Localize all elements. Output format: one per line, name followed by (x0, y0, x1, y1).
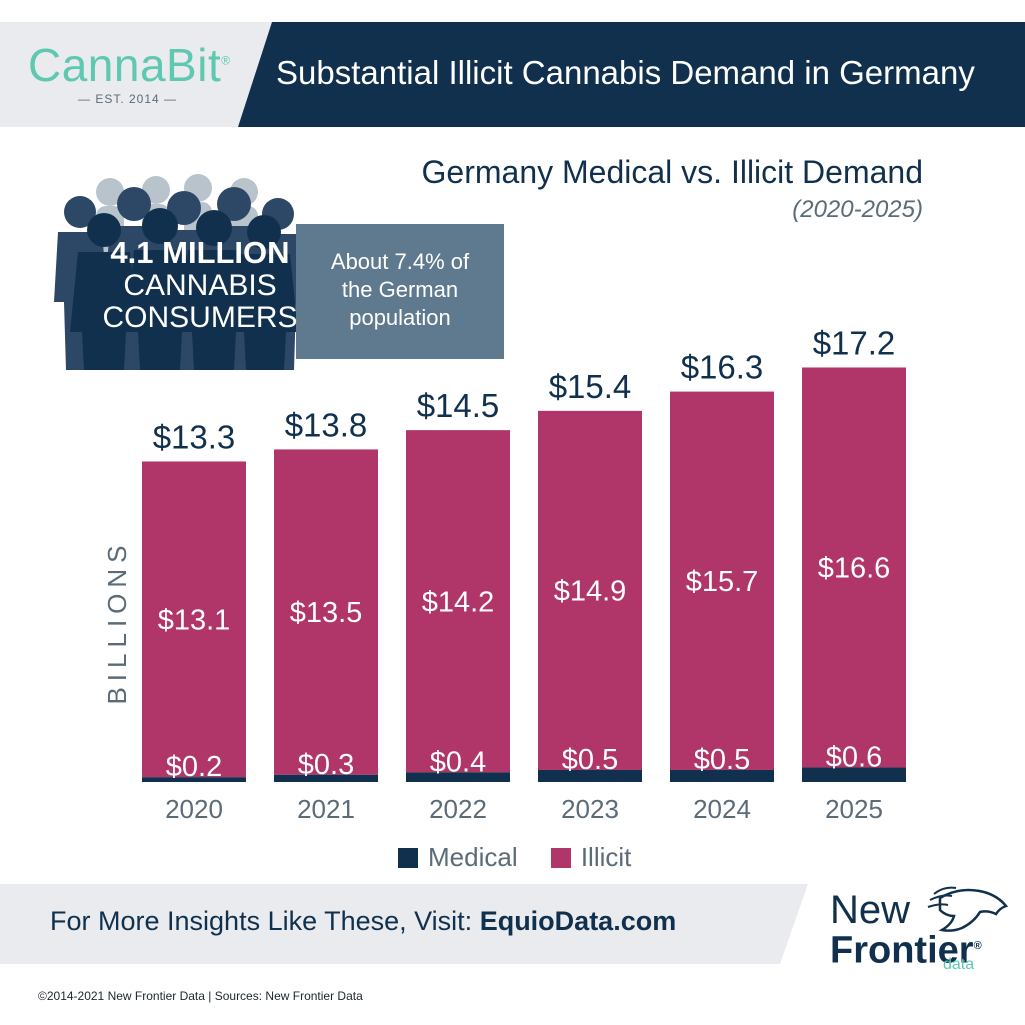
nf-logo-data: data (943, 956, 975, 973)
value-label-illicit-2021: $13.5 (290, 597, 363, 629)
bar-illicit-2025 (802, 367, 906, 768)
value-label-medical-2025: $0.6 (826, 742, 882, 774)
footer-cta: For More Insights Like These, Visit: Equ… (50, 906, 677, 936)
value-label-medical-2023: $0.5 (562, 744, 618, 776)
total-label-2024: $16.3 (681, 349, 764, 386)
total-label-2022: $14.5 (417, 387, 500, 424)
legend-item-medical: Medical (398, 842, 525, 872)
value-label-illicit-2023: $14.9 (554, 575, 627, 607)
consumer-stat: 4.1 MILLION CANNABIS CONSUMERS (70, 236, 330, 334)
bar-medical-2023 (538, 769, 642, 782)
value-label-illicit-2024: $15.7 (686, 566, 759, 598)
x-tick-2021: 2021 (297, 794, 355, 824)
x-tick-2024: 2024 (693, 794, 751, 824)
total-label-2021: $13.8 (285, 406, 368, 443)
total-label-2025: $17.2 (813, 324, 896, 361)
consumer-count: 4.1 MILLION (110, 235, 290, 270)
nf-logo-frontier: Frontier® (830, 929, 982, 972)
value-label-medical-2022: $0.4 (430, 746, 486, 778)
nf-logo-new: New (830, 888, 911, 932)
bar-medical-2020 (142, 777, 246, 782)
chart-title: Germany Medical vs. Illicit Demand (421, 154, 923, 190)
value-label-medical-2024: $0.5 (694, 744, 750, 776)
bar-illicit-2022 (406, 430, 510, 773)
value-label-illicit-2020: $13.1 (158, 604, 231, 636)
legend: Medical Illicit (398, 842, 657, 873)
logo-est: — EST. 2014 — (78, 92, 178, 106)
bar-medical-2024 (670, 769, 774, 782)
bar-illicit-2023 (538, 410, 642, 770)
horse-icon (927, 886, 1009, 932)
x-tick-2022: 2022 (429, 794, 487, 824)
bar-illicit-2024 (670, 391, 774, 770)
value-label-illicit-2025: $16.6 (818, 553, 891, 585)
legend-item-illicit: Illicit (550, 842, 631, 872)
total-label-2020: $13.3 (153, 418, 236, 455)
legend-swatch-illicit (550, 848, 571, 868)
header-title-band (238, 22, 1025, 127)
bar-medical-2021 (274, 774, 378, 782)
bar-medical-2022 (406, 772, 510, 782)
bar-illicit-2020 (142, 461, 246, 778)
consumer-line2: CONSUMERS (102, 301, 298, 334)
footer-band (0, 884, 808, 964)
bar-illicit-2021 (274, 449, 378, 775)
x-tick-2025: 2025 (825, 794, 883, 824)
total-label-2023: $15.4 (549, 368, 632, 405)
page-title: Substantial Illicit Cannabis Demand in G… (276, 54, 975, 91)
value-label-medical-2021: $0.3 (298, 749, 354, 781)
y-axis-label: BILLIONS (102, 539, 132, 704)
consumer-line1: CANNABIS (123, 269, 277, 302)
equiodata-link[interactable]: EquioData.com (479, 906, 677, 936)
chart-subtitle: (2020-2025) (792, 196, 923, 223)
value-label-medical-2020: $0.2 (166, 751, 222, 783)
x-tick-2020: 2020 (165, 794, 223, 824)
people-silhouette-icon (54, 174, 306, 370)
legend-swatch-medical (398, 848, 418, 868)
bars-group: $13.1 $0.2 $13.3 2020 $13.5 $0.3 $13.8 2021 $14.… (142, 324, 906, 824)
stat-note-box (296, 224, 504, 359)
x-tick-2023: 2023 (561, 794, 619, 824)
stacked-bar-chart: BILLIONS $13.1$0.2$13.32020$13.5$0.3$13.… (102, 324, 906, 824)
bar-medical-2025 (802, 767, 906, 782)
stat-note: About 7.4% of the German population (330, 249, 470, 330)
cannabit-logo: CannaBit® (28, 39, 231, 91)
value-label-illicit-2022: $14.2 (422, 586, 495, 618)
copyright: ©2014-2021 New Frontier Data | Sources: … (38, 989, 363, 1003)
